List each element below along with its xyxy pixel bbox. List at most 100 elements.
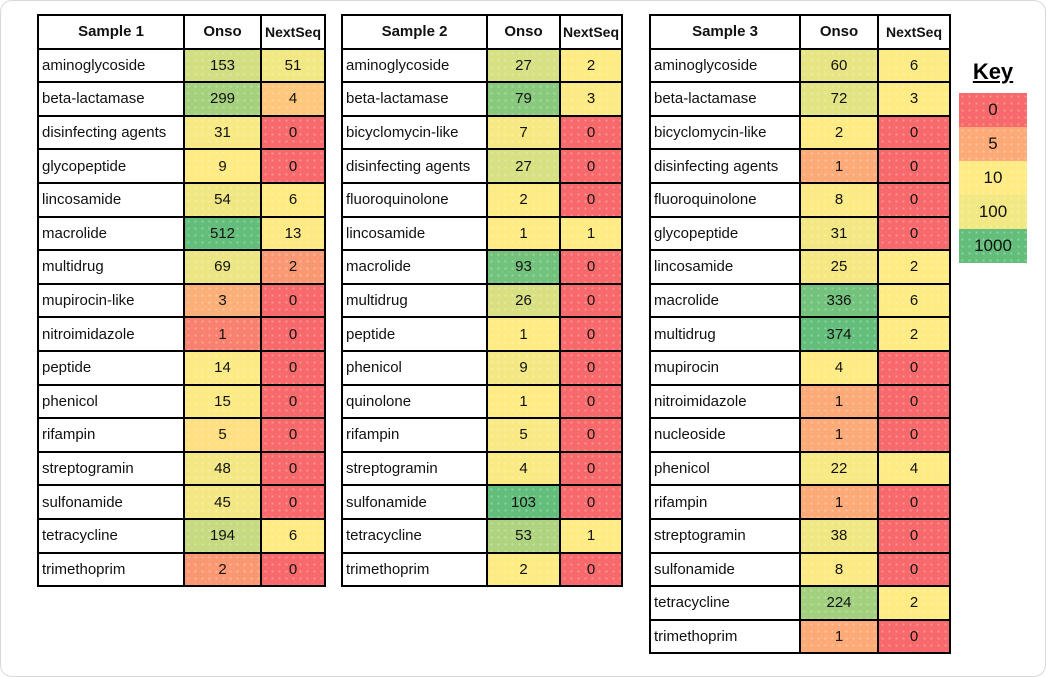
key-swatch: 1000 [959,229,1027,263]
table-row: streptogramin 4 0 [341,450,623,487]
column-header-onso: Onso [799,14,879,50]
table-row: bicyclomycin-like 7 0 [341,114,623,151]
onso-value-cell: 3 [183,282,262,319]
table-row: tetracycline 53 1 [341,517,623,554]
header-row: Sample 3 Onso NextSeq [649,14,951,50]
onso-value-cell: 8 [799,551,879,588]
row-label: mupirocin [649,349,801,386]
nextseq-value-cell: 3 [559,81,623,117]
sample-table-1: Sample 1 Onso NextSeq aminoglycoside 153 51 be… [37,14,326,588]
table-row: beta-lactamase 72 3 [649,81,951,117]
table-row: phenicol 22 4 [649,450,951,487]
nextseq-value-cell: 1 [559,517,623,554]
nextseq-value-cell: 0 [559,282,623,319]
onso-value-cell: 9 [183,148,262,184]
table-row: rifampin 5 0 [37,417,326,453]
column-header-nextseq: NextSeq [877,14,951,50]
table-row: beta-lactamase 299 4 [37,81,326,117]
key-swatches: 0 5 10 100 1000 [959,93,1027,263]
nextseq-value-cell: 0 [260,148,326,184]
column-header-nextseq: NextSeq [260,14,326,50]
onso-value-cell: 374 [799,316,879,352]
onso-value-cell: 54 [183,181,262,218]
nextseq-value-cell: 0 [877,349,951,386]
onso-value-cell: 31 [183,114,262,151]
table-row: fluoroquinolone 8 0 [649,181,951,218]
table-row: disinfecting agents 31 0 [37,114,326,151]
row-label: multidrug [649,316,801,352]
row-label: nitroimidazole [649,383,801,420]
table-title: Sample 1 [37,14,185,50]
table-row: disinfecting agents 1 0 [649,148,951,184]
nextseq-value-cell: 0 [260,114,326,151]
row-label: sulfonamide [341,484,488,520]
table-row: quinolone 1 0 [341,383,623,420]
row-label: trimethoprim [37,551,185,588]
table-row: sulfonamide 45 0 [37,484,326,520]
key-title: Key [972,59,1014,84]
nextseq-value-cell: 0 [877,148,951,184]
onso-value-cell: 60 [799,47,879,84]
onso-value-cell: 1 [486,215,561,252]
nextseq-value-cell: 0 [260,349,326,386]
table-row: macrolide 336 6 [649,282,951,319]
nextseq-value-cell: 6 [877,282,951,319]
table-row: peptide 14 0 [37,349,326,386]
onso-value-cell: 1 [799,618,879,655]
row-label: tetracycline [649,585,801,621]
header-row: Sample 1 Onso NextSeq [37,14,326,50]
row-label: beta-lactamase [37,81,185,117]
onso-value-cell: 22 [799,450,879,487]
row-label: rifampin [649,484,801,520]
onso-value-cell: 1 [799,148,879,184]
nextseq-value-cell: 0 [877,215,951,252]
nextseq-value-cell: 0 [559,148,623,184]
nextseq-value-cell: 0 [877,517,951,554]
table-title: Sample 3 [649,14,801,50]
onso-value-cell: 1 [183,316,262,352]
row-label: trimethoprim [341,551,488,588]
nextseq-value-cell: 0 [260,551,326,588]
nextseq-value-cell: 51 [260,47,326,84]
row-label: lincosamide [341,215,488,252]
onso-value-cell: 1 [799,383,879,420]
row-label: aminoglycoside [649,47,801,84]
table-row: aminoglycoside 153 51 [37,47,326,84]
nextseq-value-cell: 0 [260,282,326,319]
table-row: nucleoside 1 0 [649,417,951,453]
row-label: bicyclomycin-like [341,114,488,151]
onso-value-cell: 79 [486,81,561,117]
onso-value-cell: 53 [486,517,561,554]
table-row: glycopeptide 31 0 [649,215,951,252]
table-row: multidrug 374 2 [649,316,951,352]
table-row: beta-lactamase 79 3 [341,81,623,117]
onso-value-cell: 299 [183,81,262,117]
onso-value-cell: 38 [799,517,879,554]
nextseq-value-cell: 0 [877,181,951,218]
onso-value-cell: 27 [486,47,561,84]
row-label: phenicol [649,450,801,487]
row-label: beta-lactamase [341,81,488,117]
row-label: multidrug [341,282,488,319]
table-row: sulfonamide 8 0 [649,551,951,588]
column-header-onso: Onso [486,14,561,50]
row-label: fluoroquinolone [341,181,488,218]
row-label: streptogramin [649,517,801,554]
row-label: aminoglycoside [341,47,488,84]
table-row: multidrug 26 0 [341,282,623,319]
row-label: disinfecting agents [341,148,488,184]
nextseq-value-cell: 0 [559,450,623,487]
nextseq-value-cell: 0 [559,551,623,588]
row-label: trimethoprim [649,618,801,655]
table-row: phenicol 15 0 [37,383,326,420]
onso-value-cell: 72 [799,81,879,117]
table-row: aminoglycoside 27 2 [341,47,623,84]
onso-value-cell: 336 [799,282,879,319]
table-row: macrolide 93 0 [341,249,623,285]
row-label: mupirocin-like [37,282,185,319]
key-swatch: 0 [959,93,1027,127]
nextseq-value-cell: 0 [260,383,326,420]
row-label: nucleoside [649,417,801,453]
sample-table-3: Sample 3 Onso NextSeq aminoglycoside 60 6 beta… [649,14,951,655]
row-label: streptogramin [341,450,488,487]
